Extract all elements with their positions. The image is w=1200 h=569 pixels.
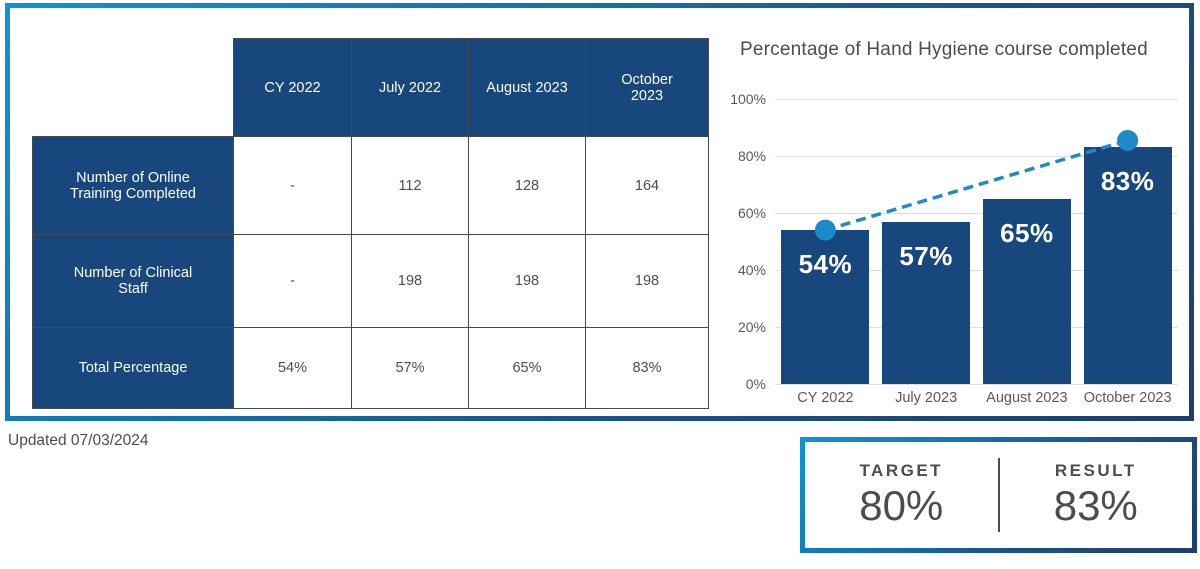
- table-cell: 198: [468, 234, 586, 328]
- target-section: TARGET 80%: [805, 442, 998, 548]
- table-row: Total Percentage 54% 57% 65% 83%: [32, 327, 709, 409]
- x-tick-label: July 2023: [895, 390, 958, 406]
- gridline: [775, 327, 1178, 328]
- row-header: Number of Online Training Completed: [32, 136, 234, 235]
- x-tick-label: CY 2022: [797, 390, 854, 406]
- column-header: August 2023: [468, 38, 586, 137]
- table-cell: 65%: [468, 327, 586, 409]
- target-value: 80%: [859, 481, 944, 529]
- table-cell: 83%: [585, 327, 709, 409]
- table-row: Number of Online Training Completed - 11…: [32, 136, 709, 235]
- result-label: RESULT: [1054, 460, 1137, 480]
- chart-plot-area: 54% 57% 65% 83%: [775, 99, 1178, 385]
- trend-point-marker: [1117, 129, 1139, 151]
- y-tick-label: 80%: [737, 148, 766, 164]
- y-tick-label: 0%: [745, 376, 766, 392]
- target-label: TARGET: [859, 460, 944, 480]
- y-tick-label: 40%: [737, 262, 766, 278]
- table-cell: 54%: [233, 327, 352, 409]
- table-cell: 112: [351, 136, 469, 235]
- y-tick-label: 60%: [737, 205, 766, 221]
- training-metrics-table: CY 2022 July 2022 August 2023 October 20…: [32, 38, 709, 409]
- bar-value-label: 65%: [1000, 217, 1054, 248]
- gridline: [775, 270, 1178, 271]
- trend-point-marker: [814, 219, 836, 241]
- bar-value-label: 54%: [798, 249, 853, 280]
- trend-dashed-line: [824, 138, 1129, 232]
- row-header: Total Percentage: [32, 327, 234, 409]
- table-cell: 198: [585, 234, 709, 328]
- bar-July 2023: 57%: [882, 221, 971, 384]
- table-corner-cell: [33, 39, 234, 137]
- x-tick-label: October 2023: [1083, 390, 1172, 406]
- table-cell: -: [233, 136, 352, 235]
- trend-line-overlay: [814, 129, 1139, 241]
- column-header: CY 2022: [233, 38, 352, 137]
- kpi-divider: [997, 458, 1000, 532]
- bar-August 2023: 65%: [982, 198, 1071, 384]
- table-cell: 57%: [351, 327, 469, 409]
- target-result-box: TARGET 80% RESULT 83%: [800, 437, 1197, 553]
- gridline: [775, 213, 1178, 214]
- bar-October 2023: 83%: [1083, 147, 1172, 384]
- gridline: [775, 99, 1178, 100]
- y-tick-label: 20%: [737, 319, 766, 335]
- chart-y-axis: 0% 20% 40% 60% 80% 100%: [716, 91, 766, 392]
- table-cell: 198: [351, 234, 469, 328]
- gridline: [775, 384, 1178, 385]
- result-section: RESULT 83%: [1000, 442, 1193, 548]
- bar-CY 2022: 54%: [781, 230, 870, 384]
- bar-value-label: 83%: [1100, 166, 1155, 197]
- column-header: July 2022: [351, 38, 469, 137]
- row-header: Number of Clinical Staff: [32, 234, 234, 328]
- report-panel: CY 2022 July 2022 August 2023 October 20…: [5, 3, 1194, 421]
- table-cell: 128: [468, 136, 586, 235]
- table-cell: -: [233, 234, 352, 328]
- table-header-row: CY 2022 July 2022 August 2023 October 20…: [33, 38, 709, 137]
- chart-x-axis: CY 2022 July 2023 August 2023 October 2023: [775, 390, 1178, 410]
- column-header: October 2023: [585, 38, 709, 137]
- table-cell: 164: [585, 136, 709, 235]
- bar-value-label: 57%: [899, 240, 953, 271]
- table-row: Number of Clinical Staff - 198 198 198: [32, 234, 709, 328]
- result-value: 83%: [1053, 481, 1138, 529]
- gridline: [775, 156, 1178, 157]
- chart-title: Percentage of Hand Hygiene course comple…: [740, 39, 1148, 60]
- x-tick-label: August 2023: [986, 390, 1068, 406]
- updated-timestamp: Updated 07/03/2024: [8, 432, 149, 449]
- y-tick-label: 100%: [730, 91, 766, 107]
